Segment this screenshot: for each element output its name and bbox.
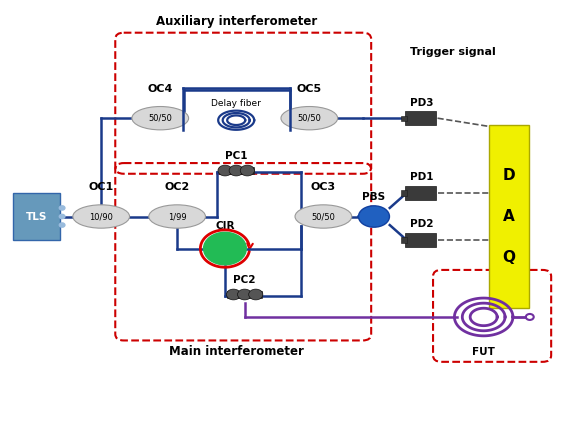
Text: 1/99: 1/99 <box>168 212 186 221</box>
Text: 10/90: 10/90 <box>89 212 113 221</box>
Ellipse shape <box>132 107 189 130</box>
FancyBboxPatch shape <box>401 191 407 196</box>
FancyBboxPatch shape <box>13 194 60 239</box>
FancyBboxPatch shape <box>401 237 407 242</box>
Circle shape <box>203 233 247 265</box>
Text: PBS: PBS <box>362 191 386 201</box>
Text: D: D <box>503 168 515 184</box>
FancyBboxPatch shape <box>405 233 436 247</box>
Text: PD3: PD3 <box>410 97 433 107</box>
Text: OC2: OC2 <box>165 182 190 192</box>
Circle shape <box>237 289 252 300</box>
Circle shape <box>526 314 534 320</box>
Text: Delay fiber: Delay fiber <box>211 98 261 107</box>
Circle shape <box>218 165 232 176</box>
Circle shape <box>59 214 65 219</box>
Text: FUT: FUT <box>472 347 495 357</box>
Text: OC4: OC4 <box>148 84 173 94</box>
Text: OC5: OC5 <box>296 84 322 94</box>
Text: Main interferometer: Main interferometer <box>169 345 304 358</box>
Text: Trigger signal: Trigger signal <box>410 47 496 57</box>
Ellipse shape <box>295 205 352 228</box>
Text: PC1: PC1 <box>225 151 248 161</box>
FancyBboxPatch shape <box>405 186 436 200</box>
Text: Q: Q <box>503 249 516 265</box>
FancyBboxPatch shape <box>401 116 407 121</box>
Circle shape <box>249 289 263 300</box>
Text: 50/50: 50/50 <box>311 212 335 221</box>
Text: CIR: CIR <box>215 221 235 232</box>
Text: Auxiliary interferometer: Auxiliary interferometer <box>156 16 317 29</box>
Circle shape <box>227 289 241 300</box>
FancyBboxPatch shape <box>227 291 262 298</box>
Ellipse shape <box>358 206 390 227</box>
FancyBboxPatch shape <box>489 126 529 307</box>
Ellipse shape <box>281 107 337 130</box>
Text: A: A <box>503 209 515 224</box>
Text: OC3: OC3 <box>311 182 336 192</box>
Circle shape <box>240 165 254 176</box>
Text: TLS: TLS <box>26 211 47 222</box>
Text: PC2: PC2 <box>233 275 256 285</box>
Circle shape <box>59 223 65 227</box>
Text: PD1: PD1 <box>410 172 433 182</box>
Text: 50/50: 50/50 <box>148 114 172 123</box>
Circle shape <box>229 165 243 176</box>
FancyBboxPatch shape <box>219 167 253 174</box>
Text: PD2: PD2 <box>410 220 433 229</box>
Ellipse shape <box>149 205 206 228</box>
Ellipse shape <box>73 205 130 228</box>
Circle shape <box>59 206 65 210</box>
Text: 50/50: 50/50 <box>298 114 321 123</box>
Text: OC1: OC1 <box>89 182 114 192</box>
FancyBboxPatch shape <box>405 111 436 125</box>
